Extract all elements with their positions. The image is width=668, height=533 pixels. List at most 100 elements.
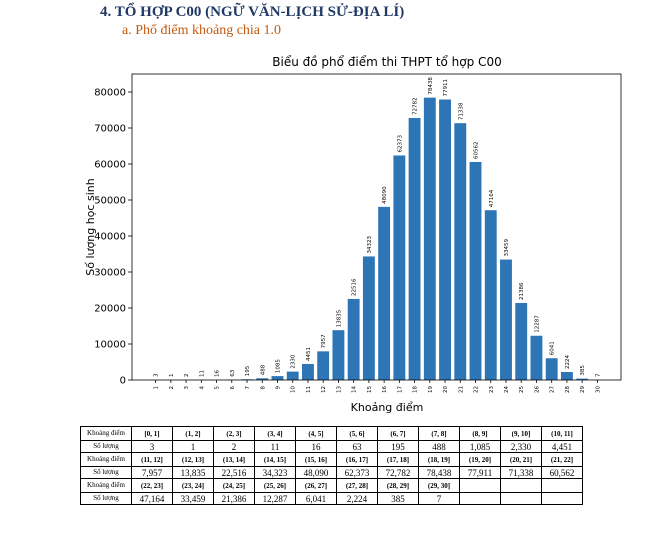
- count-cell: [459, 492, 501, 505]
- bar-value-label: 21386: [519, 282, 525, 300]
- range-cell: (14, 15]: [254, 452, 296, 467]
- row-label-count: Số lượng: [80, 492, 132, 505]
- range-cell: (29, 30]: [418, 478, 460, 493]
- bar: [302, 363, 314, 380]
- x-tick-label: 4: [199, 386, 205, 390]
- range-cell: [541, 478, 583, 493]
- bar: [500, 259, 512, 380]
- x-tick-label: 25: [519, 386, 525, 393]
- bar: [408, 117, 421, 380]
- count-cell: 78,438: [418, 466, 460, 479]
- bar: [393, 155, 406, 380]
- range-cell: (3, 4]: [254, 426, 296, 441]
- bar-value-label: 1085: [275, 359, 281, 373]
- count-cell: 3: [131, 440, 173, 453]
- range-cell: (21, 22]: [541, 452, 583, 467]
- x-tick-label: 22: [474, 386, 480, 393]
- row-label-range: Khoảng điểm: [80, 452, 132, 467]
- x-tick-label: 9: [275, 386, 281, 390]
- bar-value-label: 48090: [382, 186, 388, 204]
- x-tick-label: 15: [367, 386, 373, 393]
- section-subheading: a. Phổ điểm khoảng chia 1.0: [122, 23, 282, 38]
- bar-value-label: 33459: [504, 239, 510, 257]
- range-cell: (19, 20]: [459, 452, 501, 467]
- x-axis-label: Khoảng điểm: [351, 401, 424, 414]
- section-heading: 4. TỔ HỢP C00 (NGỮ VĂN-LỊCH SỬ-ĐỊA LÍ): [100, 4, 405, 20]
- bar-value-label: 7957: [321, 334, 327, 348]
- bar-value-label: 16: [215, 369, 221, 376]
- score-count-table: Khoảng điểm [0, 1] (1, 2] (2, 3] (3, 4] (4, 5…: [80, 426, 583, 505]
- y-tick-label: 20000: [94, 304, 126, 315]
- bar: [530, 335, 543, 380]
- bar: [378, 206, 391, 380]
- x-tick-label: 26: [534, 386, 540, 393]
- count-cell: 77,911: [459, 466, 501, 479]
- range-cell: (10, 11]: [541, 426, 583, 441]
- range-cell: (5, 6]: [336, 426, 378, 441]
- range-cell: (7, 8]: [418, 426, 460, 441]
- bar-value-label: 2330: [291, 354, 297, 368]
- range-row: Khoảng điểm (11, 12] (12, 13] (13, 14] (14, …: [80, 452, 583, 467]
- bar-value-label: 72782: [413, 97, 419, 115]
- count-cell: 7: [418, 492, 460, 505]
- x-tick-label: 8: [260, 386, 266, 390]
- x-tick-label: 21: [458, 386, 464, 393]
- range-cell: (22, 23]: [131, 478, 173, 493]
- range-cell: (2, 3]: [213, 426, 255, 441]
- range-cell: [500, 478, 542, 493]
- count-cell: 22,516: [213, 466, 255, 479]
- range-cell: (28, 29]: [377, 478, 419, 493]
- range-cell: (15, 16]: [295, 452, 337, 467]
- y-tick-label: 0: [120, 376, 126, 387]
- range-cell: (4, 5]: [295, 426, 337, 441]
- count-cell: 488: [418, 440, 460, 453]
- row-label-count: Số lượng: [80, 440, 132, 453]
- x-tick-label: 3: [184, 386, 190, 390]
- range-cell: (26, 27]: [295, 478, 337, 493]
- bar-value-label: 71338: [458, 102, 464, 120]
- y-tick-label: 70000: [94, 124, 126, 135]
- count-cell: 47,164: [131, 492, 173, 505]
- count-cell: 2: [213, 440, 255, 453]
- bar: [286, 371, 299, 380]
- count-row: Số lượng 3 1 2 11 16 63 195 488 1,085 2,330 4,451: [80, 440, 583, 453]
- range-row: Khoảng điểm [0, 1] (1, 2] (2, 3] (3, 4] (4, 5…: [80, 426, 583, 441]
- row-label-range: Khoảng điểm: [80, 478, 132, 493]
- x-tick-label: 10: [291, 386, 297, 393]
- bar-value-label: 63: [230, 369, 236, 376]
- range-cell: (8, 9]: [459, 426, 501, 441]
- bar-value-label: 60562: [474, 141, 480, 159]
- count-cell: [500, 492, 542, 505]
- bar-value-label: 47164: [489, 189, 495, 207]
- bar-value-label: 1: [169, 374, 175, 378]
- bar: [332, 330, 345, 380]
- bar: [317, 351, 330, 380]
- y-tick-label: 10000: [94, 340, 126, 351]
- x-tick-label: 12: [321, 386, 327, 393]
- range-cell: (24, 25]: [213, 478, 255, 493]
- count-cell: 71,338: [500, 466, 542, 479]
- bar-value-label: 2224: [565, 354, 571, 368]
- x-tick-label: 14: [352, 386, 358, 393]
- bar-value-label: 4451: [306, 347, 312, 361]
- x-tick-label: 29: [580, 386, 586, 393]
- x-tick-label: 27: [550, 386, 556, 393]
- range-cell: (23, 24]: [172, 478, 214, 493]
- bar: [515, 303, 528, 380]
- count-cell: 13,835: [172, 466, 214, 479]
- count-cell: 12,287: [254, 492, 296, 505]
- bar-value-label: 488: [260, 364, 266, 375]
- count-cell: 2,330: [500, 440, 542, 453]
- range-cell: (18, 19]: [418, 452, 460, 467]
- x-tick-label: 11: [306, 386, 312, 393]
- x-tick-label: 30: [595, 386, 601, 393]
- range-cell: [0, 1]: [131, 426, 173, 441]
- count-cell: 16: [295, 440, 337, 453]
- bar-value-label: 77911: [443, 79, 449, 97]
- x-tick-label: 18: [413, 386, 419, 393]
- count-cell: 48,090: [295, 466, 337, 479]
- y-axis-label: Số lượng học sinh: [84, 178, 97, 275]
- bar-value-label: 7: [595, 373, 601, 377]
- count-row: Số lượng 47,164 33,459 21,386 12,287 6,041 2,2…: [80, 492, 583, 505]
- y-tick-label: 30000: [94, 268, 126, 279]
